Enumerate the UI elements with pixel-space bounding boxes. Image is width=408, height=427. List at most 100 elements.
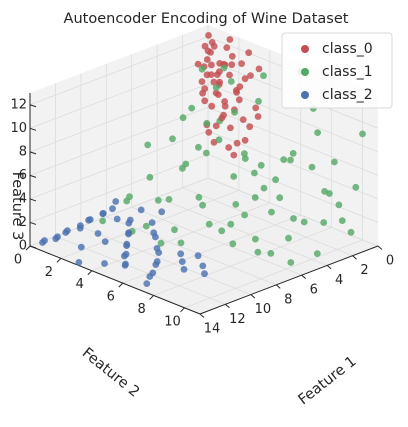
y-tick-label: 2	[45, 265, 53, 280]
point-class-0	[223, 44, 231, 51]
point-class-0	[208, 39, 216, 46]
point-class-1	[220, 64, 228, 72]
point-class-0	[239, 116, 247, 123]
point-class-0	[247, 72, 254, 79]
grid-line-z-right	[207, 107, 379, 176]
point-class-0	[203, 56, 211, 63]
x-tick-label: 10	[255, 302, 272, 317]
point-class-2	[146, 273, 154, 280]
grid-line-y-floor	[184, 239, 363, 309]
point-class-0	[207, 49, 215, 56]
point-class-1	[276, 194, 284, 202]
point-class-1	[177, 239, 185, 247]
point-class-1	[203, 119, 211, 127]
grid-line-x-floor	[131, 206, 302, 276]
point-class-2	[113, 215, 121, 223]
z-tick-label: 0	[19, 239, 27, 254]
point-class-2	[39, 239, 46, 246]
point-class-1	[232, 201, 240, 208]
point-class-1	[205, 220, 213, 228]
point-class-2	[101, 260, 108, 267]
point-class-1	[280, 156, 288, 164]
y-tick-label: 0	[14, 253, 22, 268]
point-class-2	[178, 258, 186, 265]
grid-line-x-floor	[80, 226, 252, 295]
point-class-1	[182, 160, 190, 168]
point-class-1	[251, 169, 258, 177]
y-tick	[87, 270, 93, 276]
y-tick	[180, 307, 185, 313]
grid-line-x-floor	[156, 197, 328, 266]
y-tick-label: 4	[76, 277, 84, 292]
axis-panes	[30, 25, 378, 314]
point-class-2	[112, 198, 120, 205]
legend-label-class-2: class_2	[322, 87, 373, 103]
grid-line-z-left	[29, 154, 209, 223]
grid-line-z-right	[207, 154, 379, 223]
y-tick-label: 6	[107, 290, 115, 305]
floor-pane	[30, 178, 378, 314]
point-class-1	[257, 161, 265, 169]
point-class-2	[177, 250, 185, 258]
point-class-2	[125, 230, 132, 238]
point-class-1	[331, 158, 338, 166]
x-tick	[275, 284, 281, 289]
point-class-2	[99, 210, 107, 218]
x-tick	[199, 313, 205, 318]
point-class-2	[199, 262, 207, 270]
y-tick	[149, 295, 154, 300]
point-class-1	[285, 234, 292, 242]
point-class-1	[287, 156, 294, 164]
point-class-2	[152, 233, 159, 241]
z-tick	[29, 221, 37, 225]
point-class-0	[220, 111, 227, 119]
point-class-2	[75, 259, 83, 266]
y-tick-label: 8	[137, 302, 145, 317]
point-class-1	[230, 173, 238, 180]
point-class-1	[171, 226, 178, 234]
point-class-0	[254, 113, 262, 120]
y-tick	[56, 258, 62, 263]
z-tick	[29, 151, 37, 155]
point-class-2	[121, 262, 129, 269]
grid-line-z-left	[29, 59, 209, 129]
point-class-1	[313, 250, 321, 257]
x-tick-label: 6	[310, 283, 318, 298]
point-class-2	[148, 219, 156, 227]
point-class-1	[255, 97, 262, 105]
x-tick	[352, 255, 357, 260]
point-class-1	[267, 250, 275, 257]
point-class-1	[169, 135, 176, 143]
point-class-0	[233, 139, 241, 147]
point-class-1	[320, 219, 328, 226]
point-class-0	[235, 96, 243, 104]
point-class-1	[287, 259, 295, 266]
point-class-1	[347, 228, 355, 236]
grid-line-z-left	[29, 36, 209, 106]
point-class-0	[226, 36, 234, 43]
x-axis-line	[199, 245, 379, 315]
point-class-0	[221, 102, 229, 110]
point-class-1	[199, 201, 207, 209]
point-class-0	[210, 78, 218, 86]
point-class-2	[121, 252, 128, 260]
point-class-1	[338, 217, 346, 225]
z-tick-label: 10	[10, 121, 27, 136]
point-class-0	[228, 61, 236, 69]
x-axis-label: Feature 1	[296, 353, 360, 408]
legend-label-class-0: class_0	[322, 41, 373, 57]
point-class-0	[208, 61, 215, 69]
point-class-1	[268, 208, 275, 216]
point-class-1	[300, 218, 308, 226]
point-class-2	[85, 216, 92, 224]
point-class-1	[154, 197, 162, 204]
point-class-1	[126, 193, 133, 201]
point-class-1	[215, 136, 223, 144]
tick-labels: 0 2 4 6 8 10 12 14 0 2 4 6 8 10 0 2 4 6 8 10 12	[10, 97, 394, 336]
data-points	[39, 32, 366, 287]
point-class-1	[188, 104, 196, 112]
z-tick-label: 2	[19, 215, 27, 230]
point-class-2	[155, 249, 163, 256]
grid-line-y-floor	[91, 202, 270, 272]
